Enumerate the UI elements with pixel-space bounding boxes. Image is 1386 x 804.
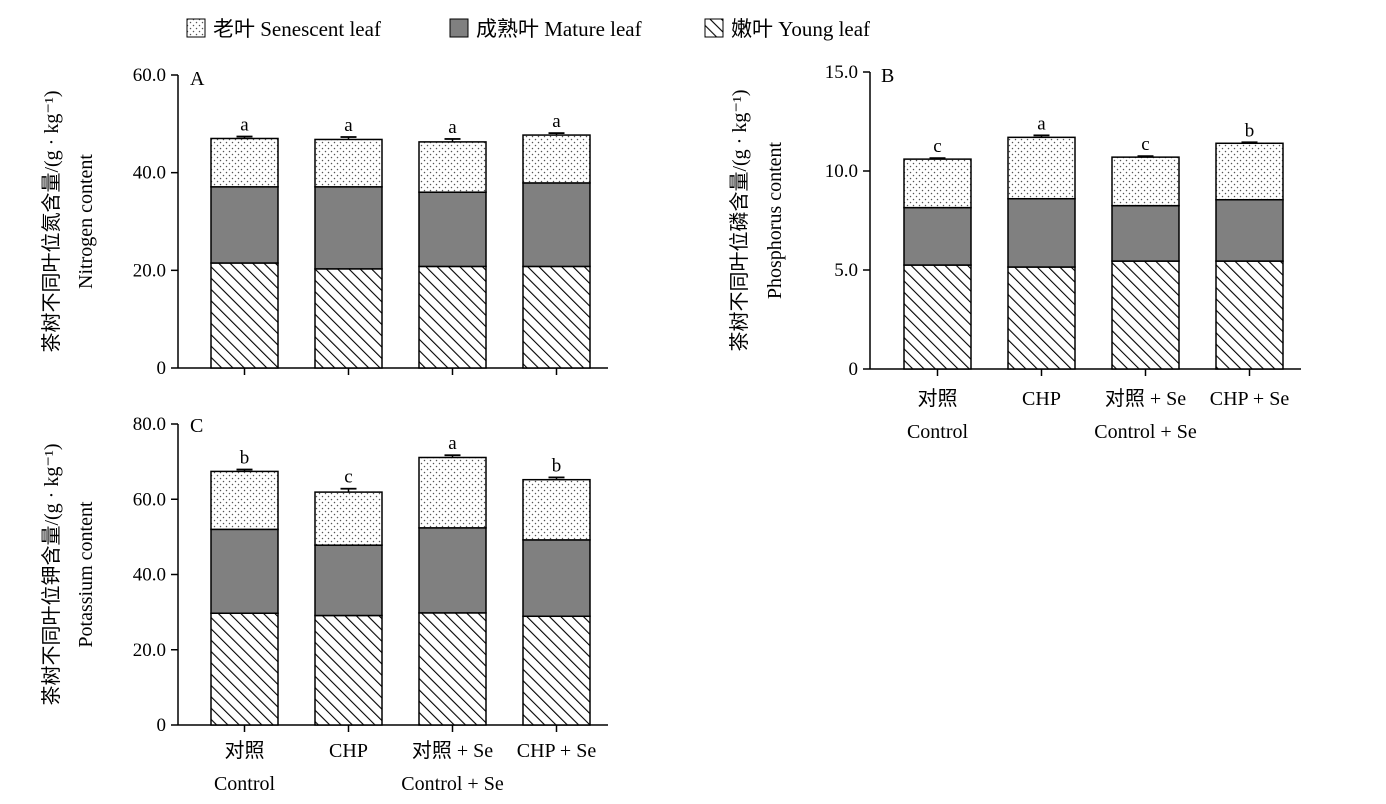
panel-a-bar-mature-0 xyxy=(210,186,279,264)
panel-c-category-sublabel: Control xyxy=(214,773,276,795)
panel-b-ylabel-zh: 茶树不同叶位磷含量/(g · kg⁻¹) xyxy=(728,89,751,351)
panel-a-nitrogen-chart: 0 20.0 40.0 60.0 A 茶树不同叶位氮含量/(g · kg⁻¹) Nitrog… xyxy=(40,65,608,379)
legend-swatch-mature xyxy=(449,18,469,38)
legend-label-senescent: 老叶 Senescent leaf xyxy=(213,17,381,41)
panel-c-ytick-label: 80.0 xyxy=(133,414,166,435)
panel-c-category-label: 对照 xyxy=(225,739,265,762)
panel-b-ytick-label: 10.0 xyxy=(825,161,858,182)
panel-b-bar-senescent-0 xyxy=(903,158,972,209)
panel-b-bar-senescent-2 xyxy=(1111,156,1180,207)
legend: 老叶 Senescent leaf 成熟叶 Mature leaf 嫩叶 You… xyxy=(186,17,870,41)
panel-a-bar-young-1 xyxy=(314,268,383,369)
panel-b-bar-mature-1 xyxy=(1007,197,1076,268)
panel-b-category-label: CHP + Se xyxy=(1210,388,1290,410)
panel-b-sig-letter-senescent-1: a xyxy=(1037,113,1046,134)
panel-b-ytick-label: 5.0 xyxy=(834,260,858,281)
panel-c-ylabel-zh: 茶树不同叶位钾含量/(g · kg⁻¹) xyxy=(40,443,63,705)
panel-b-bar-young-1 xyxy=(1007,266,1076,370)
legend-label-young: 嫩叶 Young leaf xyxy=(731,17,870,41)
panel-a-label: A xyxy=(190,68,205,90)
panel-a-ytick-label: 60.0 xyxy=(133,65,166,86)
panel-b-category-sublabel: Control xyxy=(907,421,969,443)
panel-a-ylabel-en: Nitrogen content xyxy=(75,154,97,289)
panel-a-bar-young-3 xyxy=(522,265,591,369)
panel-c-category-label: CHP xyxy=(329,740,368,762)
panel-c-bar-mature-1 xyxy=(314,544,383,617)
legend-swatch-young xyxy=(704,18,724,38)
panel-b-bar-senescent-1 xyxy=(1007,136,1076,200)
panel-b-bar-young-2 xyxy=(1111,260,1180,370)
panel-b-sig-letter-senescent-3: b xyxy=(1245,120,1255,141)
panel-a-ylabel-zh: 茶树不同叶位氮含量/(g · kg⁻¹) xyxy=(40,90,63,352)
panel-a-bar-young-2 xyxy=(418,265,487,369)
panel-a-bar-senescent-2 xyxy=(418,141,487,193)
panel-b-bar-mature-2 xyxy=(1111,204,1180,262)
panel-c-bar-young-1 xyxy=(314,614,383,726)
panel-a-bar-senescent-1 xyxy=(314,138,383,188)
panel-b-bar-young-3 xyxy=(1215,260,1284,370)
panel-c-sig-letter-senescent-2: a xyxy=(448,433,457,454)
panel-b-ytick-label: 0 xyxy=(849,359,859,380)
panel-a-sig-letter-senescent-2: a xyxy=(448,117,457,138)
panel-b-label: B xyxy=(881,65,894,87)
panel-b-category-label: 对照 + Se xyxy=(1105,387,1186,410)
panel-c-category-label: CHP + Se xyxy=(517,740,597,762)
panel-b-bar-mature-0 xyxy=(903,206,972,266)
panel-c-sig-letter-senescent-3: b xyxy=(552,455,562,476)
panel-c-bar-young-2 xyxy=(418,612,487,726)
panel-c-bar-senescent-3 xyxy=(522,478,591,541)
panel-a-bar-senescent-3 xyxy=(522,134,591,184)
panel-c-bar-young-0 xyxy=(210,612,279,726)
panel-b-category-label: 对照 xyxy=(918,387,958,410)
panel-b-sig-letter-senescent-2: c xyxy=(1141,134,1149,155)
panel-c-bar-mature-3 xyxy=(522,539,591,618)
panel-c-potassium-chart: 0 20.0 40.0 60.0 80.0 C 茶树不同叶位钾含量/(g · kg⁻¹) Po… xyxy=(40,414,608,795)
panel-a-ytick-label: 20.0 xyxy=(133,260,166,281)
panel-b-bar-senescent-3 xyxy=(1215,142,1284,201)
panel-c-ylabel-en: Potassium content xyxy=(75,501,97,648)
panel-c-bar-senescent-0 xyxy=(210,470,279,531)
panel-c-sig-letter-senescent-1: c xyxy=(344,467,352,488)
panel-b-ytick-label: 15.0 xyxy=(825,62,858,83)
panel-c-category-label: 对照 + Se xyxy=(412,739,493,762)
legend-label-mature: 成熟叶 Mature leaf xyxy=(476,17,642,41)
panel-b-sig-letter-senescent-0: c xyxy=(933,136,941,157)
panel-b-category-sublabel: Control + Se xyxy=(1094,421,1197,443)
panel-a-bar-mature-1 xyxy=(314,186,383,270)
panel-b-bar-mature-3 xyxy=(1215,198,1284,262)
panel-c-bar-mature-0 xyxy=(210,528,279,615)
panel-c-ytick-label: 60.0 xyxy=(133,489,166,510)
panel-b-category-label: CHP xyxy=(1022,388,1061,410)
panel-c-ytick-label: 40.0 xyxy=(133,565,166,586)
panel-a-ytick-label: 0 xyxy=(157,358,167,379)
panel-b-bar-young-0 xyxy=(903,264,972,370)
panel-a-bar-mature-2 xyxy=(418,191,487,268)
panel-c-bar-young-3 xyxy=(522,615,591,726)
panel-a-ytick-label: 40.0 xyxy=(133,163,166,184)
panel-b-ylabel-en: Phosphorus content xyxy=(764,141,786,299)
panel-c-bar-senescent-1 xyxy=(314,491,383,546)
panel-a-sig-letter-senescent-3: a xyxy=(552,111,561,132)
legend-item-mature: 成熟叶 Mature leaf xyxy=(449,17,642,41)
panel-c-bar-senescent-2 xyxy=(418,456,487,529)
panel-c-bar-mature-2 xyxy=(418,527,487,614)
panel-a-bar-mature-3 xyxy=(522,182,591,268)
panel-a-bar-young-0 xyxy=(210,262,279,369)
panel-c-sig-letter-senescent-0: b xyxy=(240,448,250,469)
panel-a-sig-letter-senescent-0: a xyxy=(240,115,249,136)
panel-c-category-sublabel: Control + Se xyxy=(401,773,504,795)
legend-item-young: 嫩叶 Young leaf xyxy=(704,17,870,41)
panel-a-sig-letter-senescent-1: a xyxy=(344,115,353,136)
panel-b-phosphorus-chart: 0 5.0 10.0 15.0 B 茶树不同叶位磷含量/(g · kg⁻¹) Phospho… xyxy=(728,62,1301,443)
legend-item-senescent: 老叶 Senescent leaf xyxy=(186,17,381,41)
panel-c-ytick-label: 0 xyxy=(157,715,167,736)
panel-c-label: C xyxy=(190,415,203,437)
panel-c-ytick-label: 20.0 xyxy=(133,640,166,661)
panel-a-bar-senescent-0 xyxy=(210,137,279,188)
legend-swatch-senescent xyxy=(186,18,206,38)
